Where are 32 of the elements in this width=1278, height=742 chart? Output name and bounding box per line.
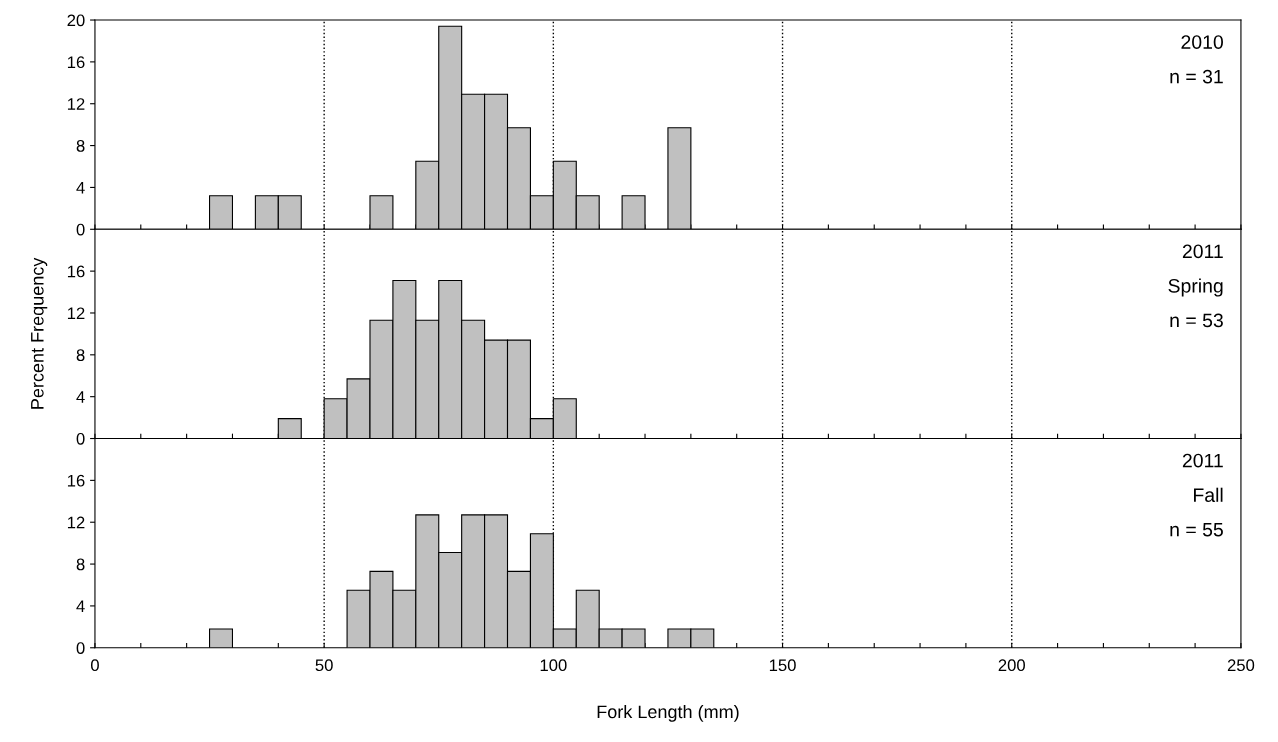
x-axis-title: Fork Length (mm) [597,704,739,722]
y-tick-label: 16 [67,265,85,278]
annotation: n = 53 [1170,313,1223,328]
y-tick-label: 8 [76,558,85,571]
y-tick-label: 8 [76,349,85,362]
x-tick-label: 0 [90,659,99,672]
annotation: Spring [1168,278,1223,297]
annotation: 2011 [1182,453,1223,468]
y-tick-label: 20 [67,14,85,27]
y-tick-label: 12 [67,307,85,320]
y-tick-label: 0 [76,432,85,445]
annotation: 2010 [1181,35,1223,49]
x-tick-label: 250 [1227,659,1255,672]
y-tick-label: 16 [67,56,85,69]
y-tick-label: 4 [76,391,85,403]
x-tick-label: 50 [315,659,333,672]
y-axis-title: Percent Frequency [31,257,48,409]
y-tick-label: 0 [76,223,85,236]
annotation: n = 31 [1170,69,1223,84]
y-tick-label: 0 [76,642,85,654]
y-tick-label: 8 [76,139,85,152]
annotation: n = 55 [1170,522,1223,537]
y-tick-label: 12 [67,98,85,110]
y-tick-label: 12 [67,516,85,529]
annotation: Fall [1194,487,1223,502]
x-tick-label: 200 [998,659,1025,672]
y-tick-label: 4 [76,182,85,194]
x-tick-label: 100 [540,659,567,672]
annotation: 2011 [1182,244,1223,259]
y-tick-label: 4 [76,600,85,612]
x-tick-label: 150 [769,659,796,672]
y-tick-label: 16 [67,474,85,487]
